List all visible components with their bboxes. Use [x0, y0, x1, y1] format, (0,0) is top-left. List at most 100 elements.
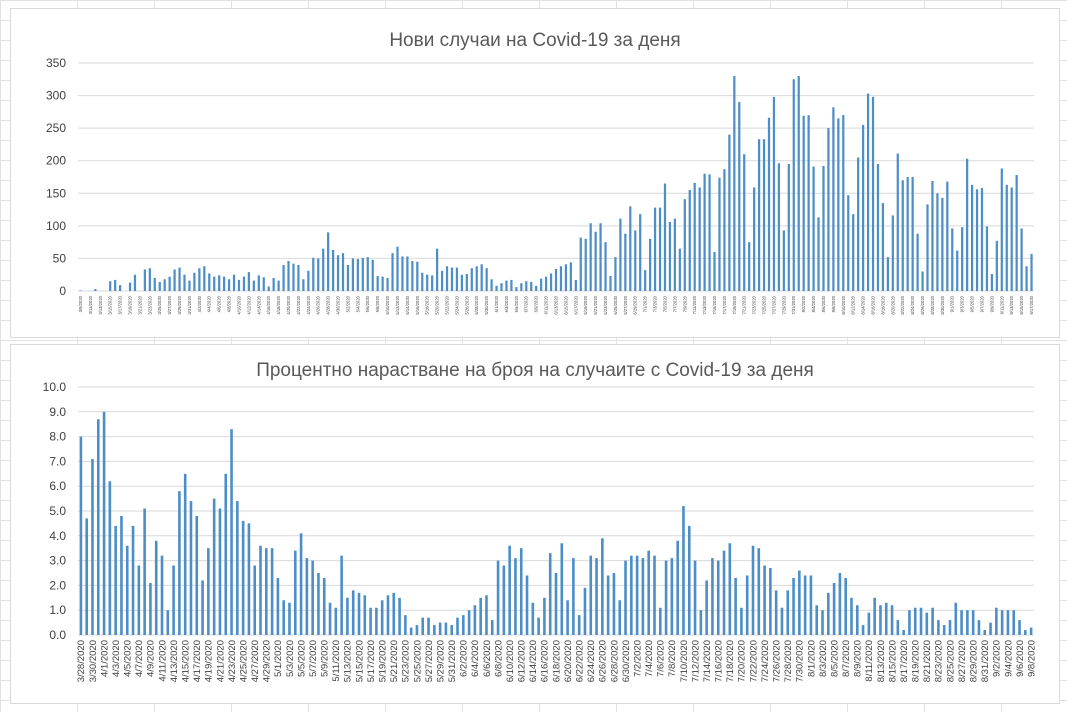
bar: [901, 180, 904, 291]
bar: [786, 590, 790, 635]
bar: [589, 555, 593, 635]
x-tick-label: 7/6/2020: [656, 640, 667, 677]
bar: [404, 615, 407, 635]
bar: [515, 287, 518, 291]
bar: [114, 525, 117, 635]
y-tick-label: 250: [46, 121, 66, 135]
bar: [782, 230, 785, 291]
x-tick-label: 6/4/2020: [470, 640, 481, 677]
x-tick-label: 3/30/2020: [88, 640, 99, 682]
bar: [421, 617, 425, 635]
bar: [635, 555, 639, 635]
x-tick-label: 7/8/2020: [667, 640, 678, 677]
x-tick-label: 4/9/2020: [146, 640, 157, 677]
bar: [224, 473, 228, 635]
bar: [371, 259, 374, 291]
x-tick-label: 4/13/2020: [169, 640, 180, 682]
bar: [535, 285, 538, 291]
bar: [257, 275, 260, 291]
bar: [287, 261, 290, 291]
x-tick-label: 5/7/2020: [308, 640, 319, 677]
y-tick-label: 150: [46, 186, 66, 200]
x-tick-label: 5/1/2020: [273, 640, 284, 677]
bar: [346, 264, 350, 291]
x-tick-label: 7/15/2020: [712, 295, 717, 314]
x-tick-label: 3/13/2020: [98, 295, 103, 314]
bar: [193, 272, 196, 291]
bar: [386, 595, 390, 635]
x-tick-label: 7/13/2020: [702, 295, 707, 314]
x-tick-label: 8/14/2020: [861, 295, 866, 314]
bar: [505, 280, 508, 291]
x-tick-label: 6/16/2020: [540, 640, 551, 682]
x-tick-label: 7/12/2020: [690, 640, 701, 682]
bar: [873, 597, 876, 635]
bar: [821, 610, 824, 635]
x-tick-label: 9/6/2020: [1015, 640, 1026, 677]
bar: [230, 429, 233, 635]
bar: [213, 276, 216, 291]
bar: [634, 230, 637, 291]
x-tick-label: 6/18/2020: [551, 640, 562, 682]
bar: [183, 274, 186, 291]
bar: [485, 595, 488, 635]
bar: [728, 134, 731, 291]
bar: [832, 107, 835, 291]
x-tick-label: 3/23/2020: [147, 295, 152, 314]
bar: [757, 139, 761, 291]
y-tick-label: 0.0: [49, 628, 66, 642]
bar: [777, 163, 781, 291]
bar: [668, 221, 672, 291]
bar: [798, 570, 801, 635]
x-tick-label: 4/21/2020: [215, 640, 226, 682]
bar: [644, 270, 647, 291]
bar: [531, 602, 535, 635]
bar: [479, 597, 482, 635]
bar: [769, 568, 772, 635]
bar: [406, 256, 409, 291]
bar: [757, 548, 761, 635]
bar: [401, 256, 404, 291]
bar: [594, 231, 597, 291]
bar: [648, 238, 652, 291]
bar: [624, 233, 627, 291]
x-tick-label: 8/29/2020: [968, 640, 979, 682]
bar: [133, 274, 137, 291]
x-tick-label: 4/15/2020: [181, 640, 192, 682]
x-tick-label: 4/29/2020: [262, 640, 273, 682]
bar: [683, 199, 686, 291]
x-tick-label: 6/17/2020: [573, 295, 578, 314]
bar: [148, 268, 151, 291]
bar: [817, 217, 820, 291]
bar: [480, 264, 483, 291]
bar: [252, 280, 255, 291]
x-tick-label: 6/9/2020: [534, 295, 539, 312]
bar: [351, 590, 355, 635]
x-tick-label: 8/6/2020: [821, 295, 826, 312]
bar: [450, 267, 454, 291]
bar: [426, 274, 429, 291]
bar: [647, 550, 651, 635]
bar: [207, 548, 210, 635]
y-tick-label: 10.0: [43, 380, 67, 394]
x-tick-label: 6/23/2020: [603, 295, 608, 314]
x-tick-label: 5/8/2020: [375, 295, 380, 312]
x-tick-label: 7/9/2020: [682, 295, 687, 312]
bar: [1030, 253, 1033, 291]
chart-new-cases-svg: Нови случаи на Covid-19 за деня 0 50 100 15…: [46, 30, 1034, 315]
y-tick-label: 0: [59, 284, 66, 298]
x-tick-label: 8/1/2020: [806, 640, 817, 677]
bar: [989, 622, 992, 635]
x-tick-label: 5/13/2020: [343, 640, 354, 682]
bar: [259, 545, 262, 635]
bar: [114, 279, 117, 291]
chart-new-cases[interactable]: Нови случаи на Covid-19 за деня 0 50 100 15…: [10, 8, 1060, 338]
bar: [609, 276, 612, 291]
x-tick-label: 8/20/2020: [890, 295, 895, 314]
chart-percent-growth[interactable]: Процентно нарастване на броя на случаите…: [10, 344, 1060, 704]
bar: [203, 266, 206, 291]
y-tick-label: 200: [46, 154, 66, 168]
bar: [711, 558, 714, 635]
x-tick-label: 9/2/2020: [992, 640, 1003, 677]
bar: [566, 600, 569, 635]
